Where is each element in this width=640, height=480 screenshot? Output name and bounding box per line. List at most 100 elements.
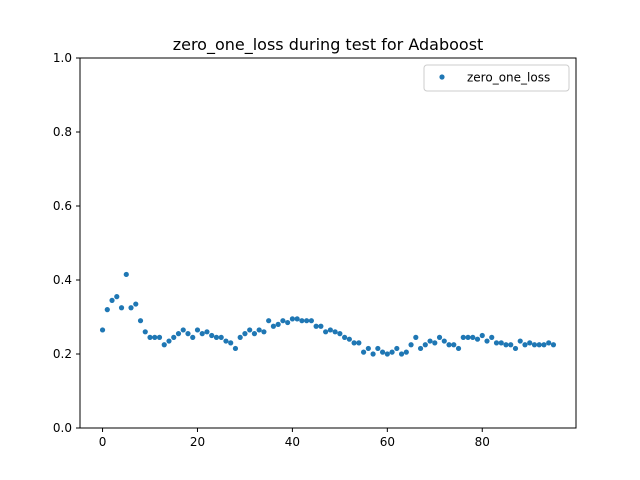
data-point (237, 334, 243, 340)
data-point (142, 329, 148, 335)
data-point (356, 340, 362, 346)
data-point (370, 351, 376, 357)
data-point (180, 327, 186, 333)
y-tick-label: 0.6 (53, 199, 72, 213)
data-point (294, 316, 300, 322)
data-point (408, 342, 414, 348)
data-point (204, 329, 210, 335)
data-point (99, 327, 106, 333)
data-point (441, 338, 447, 344)
data-point (213, 334, 220, 340)
data-point (123, 271, 129, 278)
data-point (446, 342, 452, 348)
data-point (128, 305, 134, 311)
legend-marker (439, 74, 445, 80)
data-point (541, 342, 547, 348)
axes-frame (79, 57, 577, 429)
data-point (152, 334, 158, 340)
data-point (403, 349, 409, 355)
legend: zero_one_loss (423, 64, 570, 92)
data-point (465, 334, 471, 340)
data-point (508, 342, 514, 348)
x-tick-label: 20 (190, 435, 205, 449)
data-point (137, 318, 144, 324)
data-point (493, 340, 500, 346)
data-point (133, 301, 139, 307)
data-point (384, 351, 390, 357)
x-tick-label: 0 (99, 435, 107, 449)
data-point (546, 340, 552, 346)
plot-area (99, 271, 557, 357)
data-point (531, 342, 538, 348)
data-point (175, 331, 182, 337)
data-point (375, 345, 381, 352)
data-point (266, 318, 272, 324)
data-point (185, 331, 191, 337)
legend-box (423, 64, 570, 92)
data-point (484, 338, 490, 344)
data-point (194, 327, 201, 333)
data-point (394, 345, 400, 352)
data-point (199, 331, 205, 337)
y-tick-label: 0.2 (53, 347, 72, 361)
data-point (118, 305, 125, 311)
data-point (550, 342, 557, 348)
data-point (337, 331, 343, 337)
data-point (289, 316, 296, 322)
data-point (527, 340, 533, 346)
x-tick-label: 60 (380, 435, 395, 449)
data-point (498, 340, 504, 346)
data-point (413, 334, 419, 340)
data-point (451, 342, 457, 348)
data-point (156, 334, 163, 340)
x-tick-label: 40 (285, 435, 300, 449)
data-point (270, 323, 277, 329)
y-tick-label: 0.8 (53, 125, 72, 139)
data-point (209, 332, 215, 339)
y-axis: 0.0 0.2 0.4 0.6 0.8 1.0 (53, 51, 80, 435)
data-point (323, 329, 329, 335)
data-point (360, 349, 367, 355)
data-point (389, 349, 395, 355)
data-point (379, 349, 386, 355)
data-point (332, 329, 338, 335)
data-point (166, 338, 172, 344)
data-point (512, 345, 519, 352)
data-point (522, 342, 528, 348)
data-point (422, 342, 428, 348)
data-point (256, 327, 262, 333)
data-point (228, 340, 234, 346)
data-point (536, 342, 542, 348)
data-point (517, 338, 523, 344)
data-point (190, 334, 196, 340)
legend-label: zero_one_loss (467, 71, 550, 85)
data-point (247, 327, 253, 333)
data-point (242, 331, 248, 337)
data-point (417, 345, 424, 352)
data-point (285, 319, 291, 326)
data-point (114, 294, 120, 300)
data-point (308, 318, 314, 324)
data-point (299, 318, 305, 324)
data-point (346, 336, 352, 342)
x-axis: 0 20 40 60 80 (99, 428, 490, 449)
data-point (280, 318, 286, 324)
data-point (342, 334, 348, 340)
data-point (171, 334, 177, 340)
data-point (432, 340, 438, 346)
data-point (479, 332, 485, 339)
data-point (460, 334, 466, 340)
data-point (223, 338, 229, 344)
data-point (503, 342, 509, 348)
y-tick-label: 0.4 (53, 273, 72, 287)
data-point (436, 334, 443, 340)
y-tick-label: 0.0 (53, 421, 72, 435)
data-point (261, 329, 267, 335)
data-point (455, 345, 462, 352)
chart-title: zero_one_loss during test for Adaboost (173, 35, 484, 55)
data-point (470, 334, 476, 340)
x-tick-label: 80 (475, 435, 490, 449)
data-point (232, 345, 239, 352)
data-point (318, 323, 324, 329)
data-point (161, 342, 167, 348)
